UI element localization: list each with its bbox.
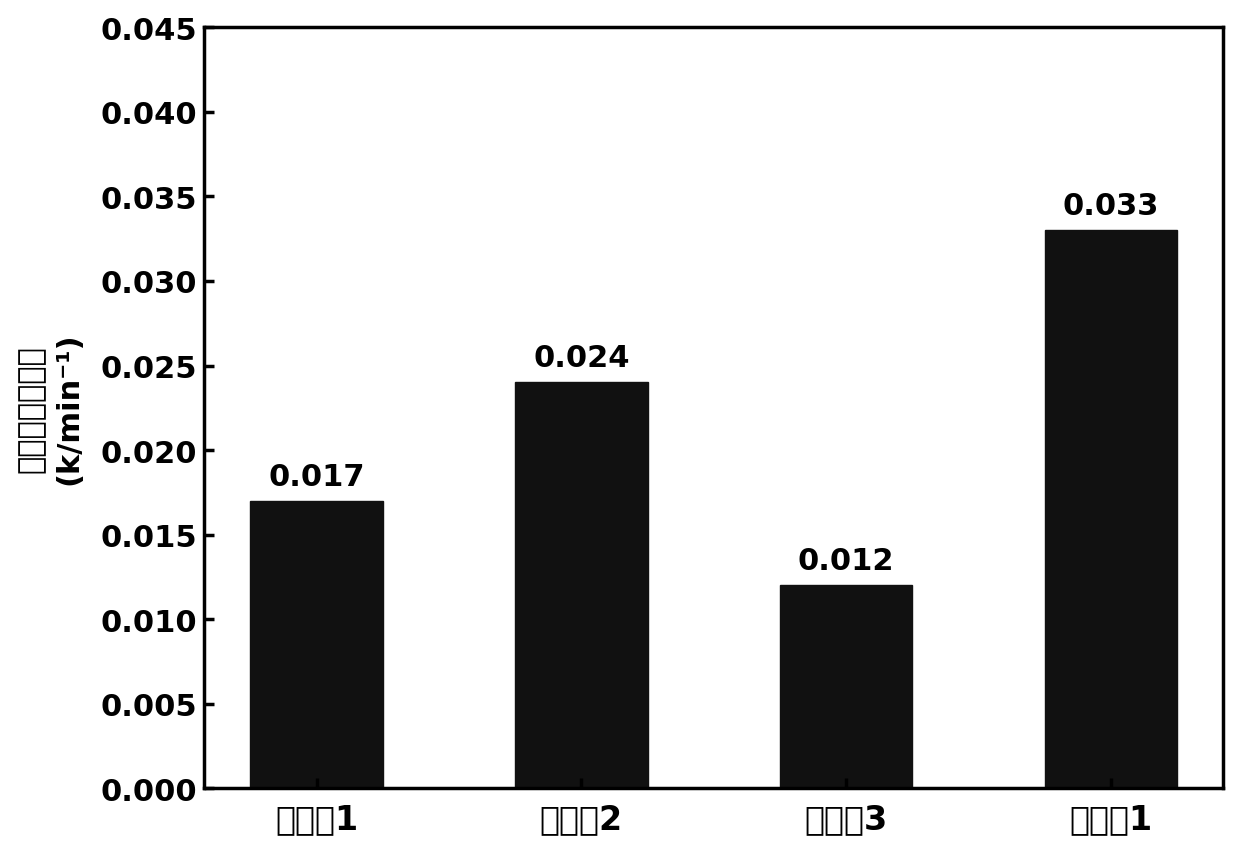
Text: 0.012: 0.012 bbox=[797, 547, 894, 576]
Text: 0.024: 0.024 bbox=[533, 344, 630, 373]
Bar bbox=[515, 383, 647, 788]
Bar bbox=[1044, 231, 1177, 788]
Bar bbox=[250, 501, 383, 788]
Bar bbox=[780, 585, 913, 788]
Text: 0.017: 0.017 bbox=[268, 462, 365, 491]
Text: 0.033: 0.033 bbox=[1063, 192, 1159, 221]
Y-axis label: 光降解反应常数
(k/min⁻¹): 光降解反应常数 (k/min⁻¹) bbox=[16, 332, 84, 485]
